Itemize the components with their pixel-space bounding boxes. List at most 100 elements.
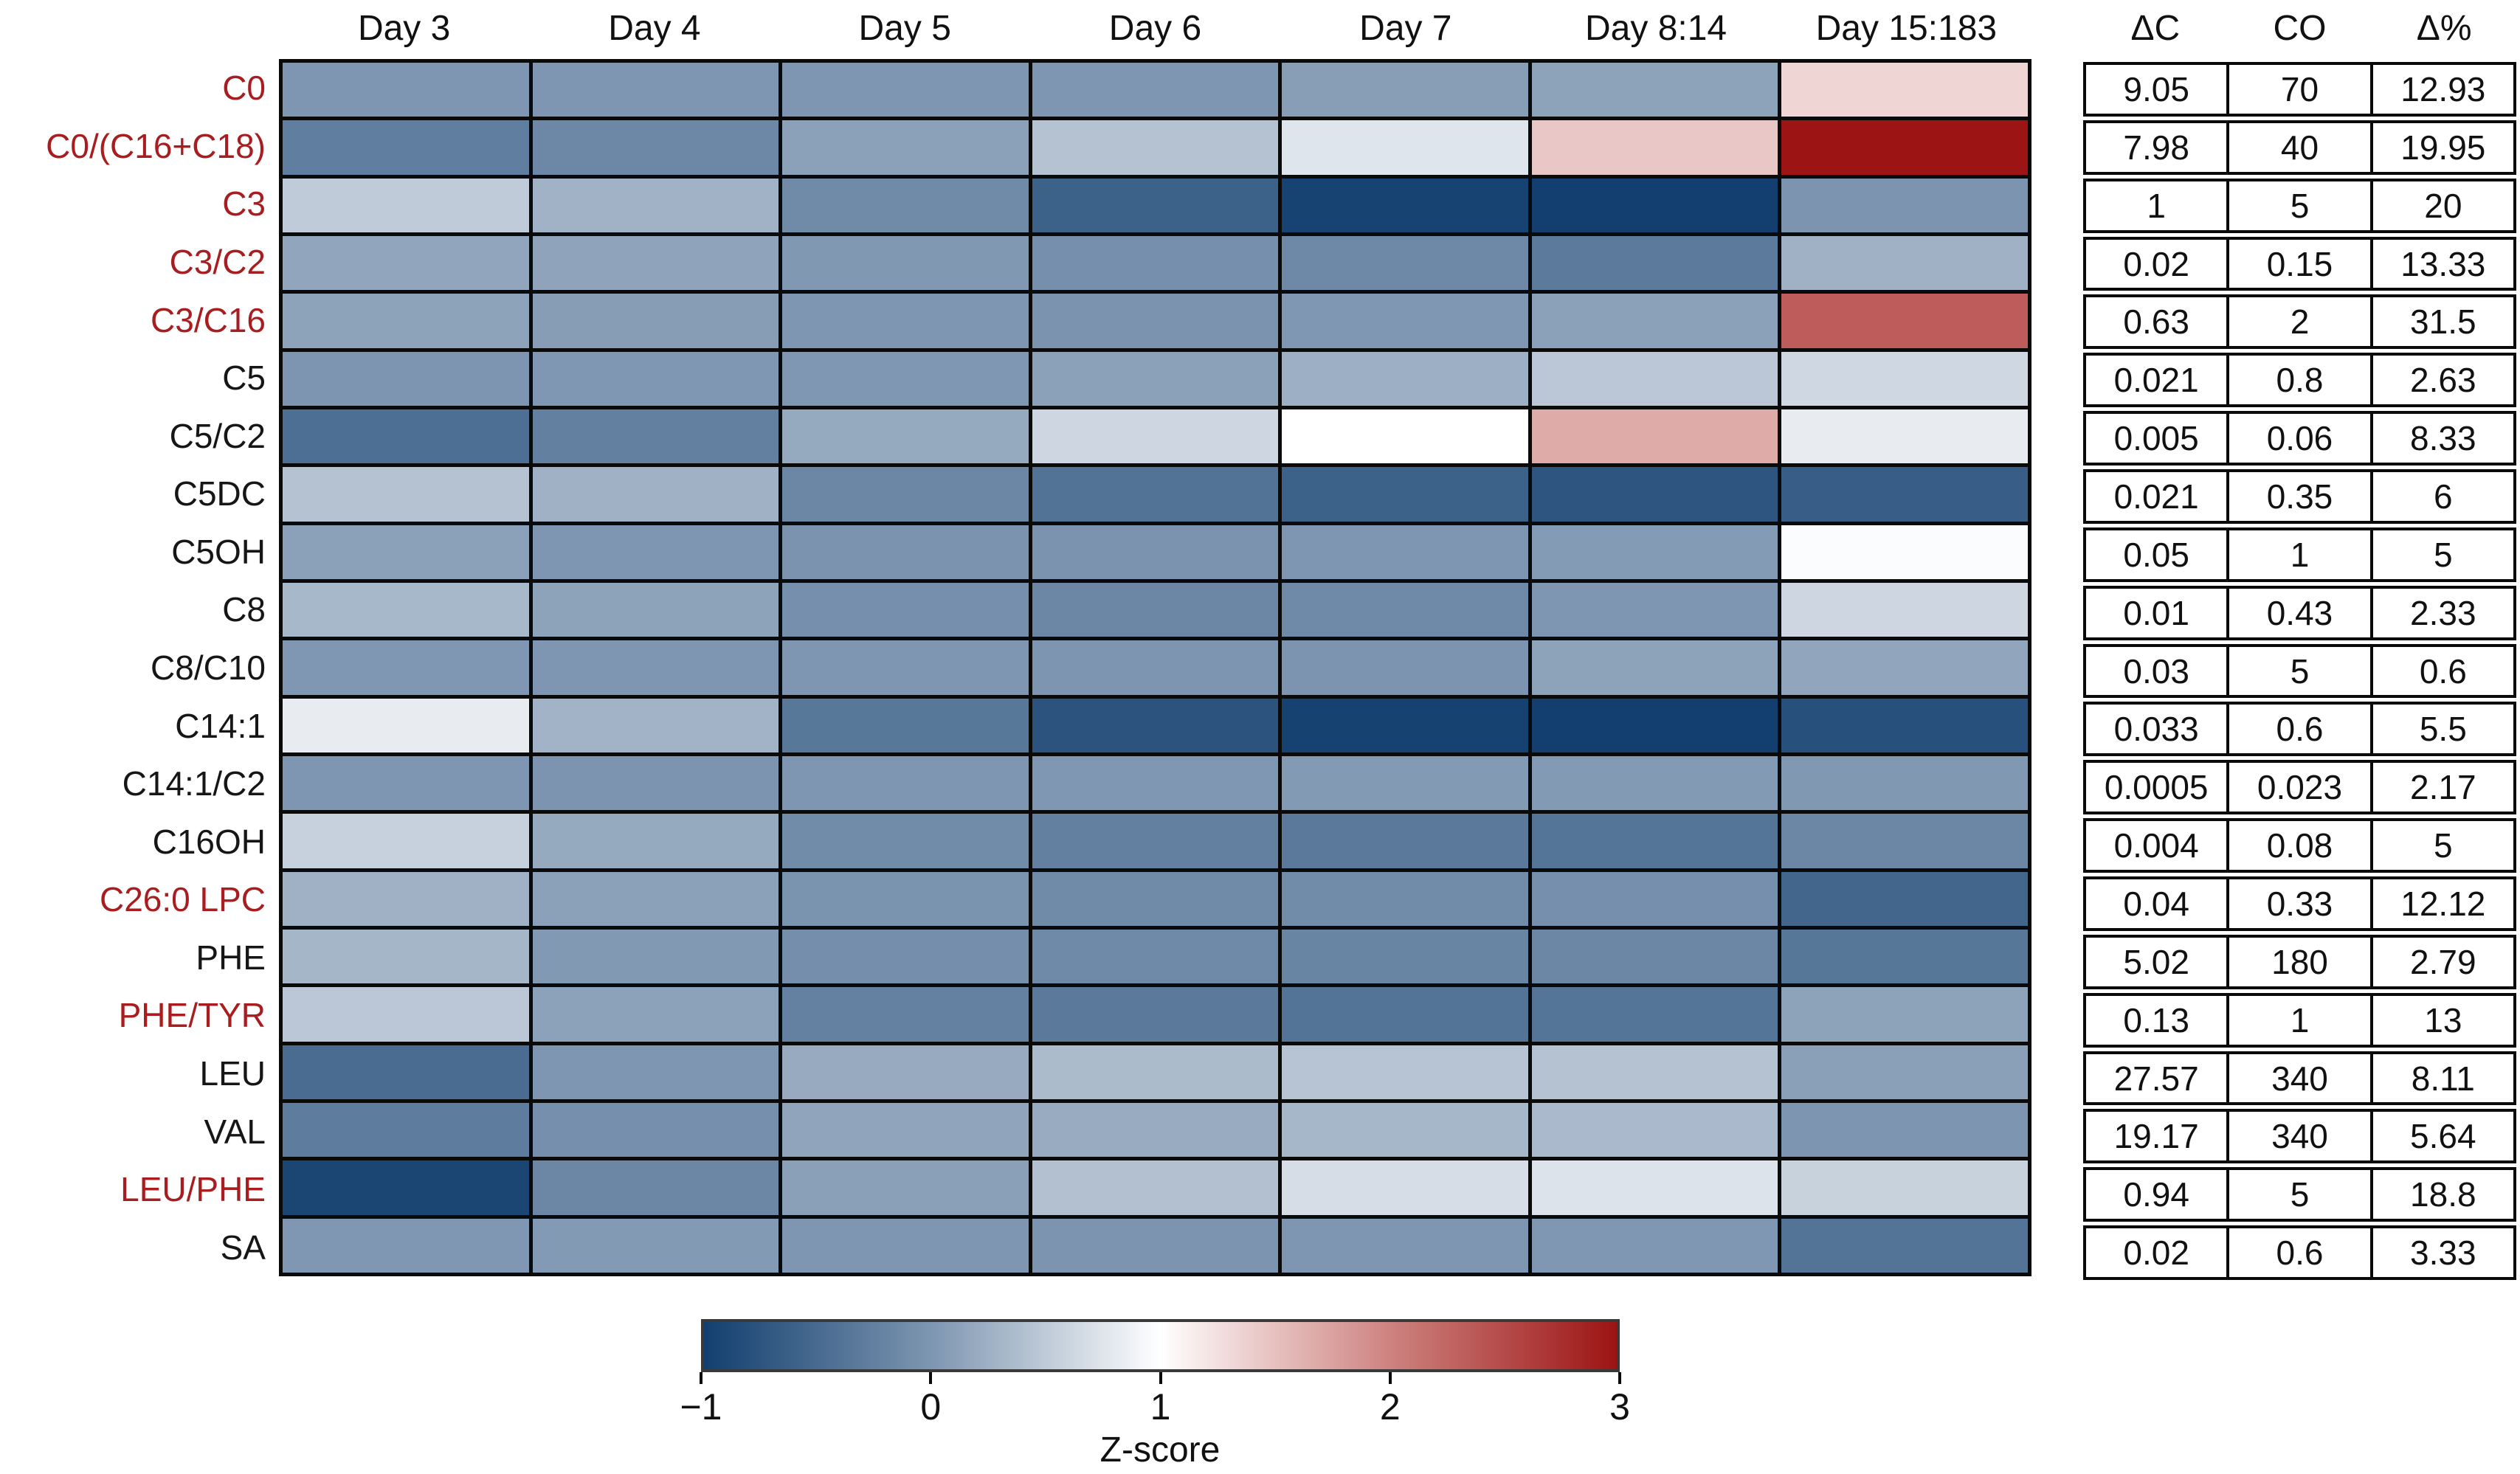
stats-table-cell: 0.04 bbox=[2086, 879, 2227, 928]
stats-table-cell: 5 bbox=[2372, 530, 2513, 579]
stats-table-cell: 5 bbox=[2229, 181, 2370, 230]
stats-table-cell: 180 bbox=[2229, 937, 2370, 986]
heatmap-cell bbox=[1531, 467, 1778, 522]
heatmap-cell bbox=[283, 525, 529, 579]
stats-table-row: 0.03 5 0.6 bbox=[2083, 643, 2516, 699]
heatmap-cell bbox=[283, 1045, 529, 1099]
heatmap-cell bbox=[1531, 1160, 1778, 1215]
stats-table-cell: 19.17 bbox=[2086, 1112, 2227, 1161]
stats-table-row: 0.02 0.15 13.33 bbox=[2083, 236, 2516, 291]
heatmap-cell bbox=[1781, 756, 2028, 811]
stats-table-row: 9.05 70 12.93 bbox=[2083, 62, 2516, 117]
row-label: C0/(C16+C18) bbox=[46, 126, 266, 165]
stats-table-cell: 5.5 bbox=[2372, 705, 2513, 754]
heatmap-cell bbox=[1531, 698, 1778, 752]
stats-table-row: 0.021 0.35 6 bbox=[2083, 469, 2516, 524]
stats-table-row: 0.004 0.08 5 bbox=[2083, 818, 2516, 873]
heatmap-cell bbox=[1531, 178, 1778, 232]
heatmap-cell bbox=[1282, 351, 1528, 406]
stats-table-cell: 8.33 bbox=[2372, 414, 2513, 463]
heatmap-cell bbox=[1781, 351, 2028, 406]
heatmap-cell bbox=[1781, 1045, 2028, 1099]
heatmap-cell bbox=[1781, 178, 2028, 232]
heatmap-cell bbox=[532, 583, 779, 637]
row-label: C8/C10 bbox=[151, 648, 266, 687]
heatmap-cell bbox=[1282, 1103, 1528, 1158]
colorbar-tick-label: 2 bbox=[1379, 1386, 1401, 1428]
heatmap-cell bbox=[1781, 409, 2028, 464]
colorbar-tick bbox=[929, 1372, 933, 1384]
heatmap-cell bbox=[1531, 987, 1778, 1042]
heatmap-cell bbox=[1032, 409, 1279, 464]
colorbar-title: Z-score bbox=[1100, 1430, 1221, 1470]
stats-table-cell: 31.5 bbox=[2372, 297, 2513, 347]
heatmap-cell bbox=[1032, 178, 1279, 232]
heatmap-cell bbox=[1531, 236, 1778, 291]
stats-table-cell: 12.93 bbox=[2372, 65, 2513, 114]
heatmap-cell bbox=[1282, 294, 1528, 348]
heatmap-cell bbox=[1282, 640, 1528, 695]
heatmap-cell bbox=[1282, 525, 1528, 579]
heatmap-cell bbox=[1781, 236, 2028, 291]
heatmap-cell bbox=[1032, 814, 1279, 868]
heatmap-cell bbox=[283, 409, 529, 464]
heatmap-cell bbox=[1282, 698, 1528, 752]
heatmap-cell bbox=[1282, 987, 1528, 1042]
heatmap-cell bbox=[532, 814, 779, 868]
stats-table-cell: 0.08 bbox=[2229, 821, 2370, 871]
heatmap-cell bbox=[782, 409, 1029, 464]
stats-table-cell: 2.17 bbox=[2372, 763, 2513, 812]
stats-table-row: 0.021 0.8 2.63 bbox=[2083, 353, 2516, 408]
heatmap-cell bbox=[532, 930, 779, 984]
column-header: Day 15:183 bbox=[1815, 9, 1998, 48]
heatmap-cell bbox=[782, 467, 1029, 522]
heatmap-cell bbox=[782, 120, 1029, 175]
heatmap-cell bbox=[1282, 409, 1528, 464]
stats-table-cell: 9.05 bbox=[2086, 65, 2227, 114]
stats-table-row: 0.033 0.6 5.5 bbox=[2083, 702, 2516, 757]
stats-table-cell: 1 bbox=[2086, 181, 2227, 230]
row-label: C16OH bbox=[152, 822, 266, 861]
heatmap-cell bbox=[1531, 1045, 1778, 1099]
heatmap-cell bbox=[1032, 871, 1279, 926]
heatmap-cell bbox=[532, 294, 779, 348]
row-label: C5/C2 bbox=[169, 416, 266, 455]
row-label: C8 bbox=[222, 590, 266, 629]
stats-table-row: 0.02 0.6 3.33 bbox=[2083, 1225, 2516, 1281]
row-label: LEU/PHE bbox=[120, 1170, 266, 1209]
stats-table-row: 0.04 0.33 12.12 bbox=[2083, 876, 2516, 931]
heatmap-cell bbox=[283, 640, 529, 695]
heatmap-cell bbox=[782, 1218, 1029, 1273]
heatmap-cell bbox=[1032, 987, 1279, 1042]
stats-table-cell: 0.6 bbox=[2229, 1228, 2370, 1278]
heatmap-cell bbox=[1032, 698, 1279, 752]
stats-table-cell: 0.033 bbox=[2086, 705, 2227, 754]
row-label: C0 bbox=[222, 69, 266, 108]
stats-table-row: 0.05 1 5 bbox=[2083, 527, 2516, 582]
row-label: C26:0 LPC bbox=[99, 880, 266, 919]
heatmap-cell bbox=[1531, 1103, 1778, 1158]
heatmap-cell bbox=[782, 1160, 1029, 1215]
stats-table-row: 0.13 1 13 bbox=[2083, 992, 2516, 1048]
stats-table-cell: 0.94 bbox=[2086, 1170, 2227, 1219]
heatmap-cell bbox=[532, 351, 779, 406]
heatmap-cell bbox=[1531, 63, 1778, 117]
stats-table-row: 0.0005 0.023 2.17 bbox=[2083, 760, 2516, 815]
heatmap-cell bbox=[1282, 930, 1528, 984]
stats-table-cell: 2.79 bbox=[2372, 937, 2513, 986]
stats-table-cell: 0.02 bbox=[2086, 1228, 2227, 1278]
stats-table-cell: 13.33 bbox=[2372, 239, 2513, 288]
heatmap-cell bbox=[283, 1218, 529, 1273]
heatmap-cell bbox=[782, 640, 1029, 695]
colorbar-tick-label: 1 bbox=[1150, 1386, 1171, 1428]
stats-table-cell: 340 bbox=[2229, 1112, 2370, 1161]
stats-table-cell: 7.98 bbox=[2086, 122, 2227, 172]
heatmap-cell bbox=[532, 1160, 779, 1215]
heatmap-cell bbox=[283, 351, 529, 406]
heatmap-cell bbox=[532, 1218, 779, 1273]
heatmap-cell bbox=[782, 294, 1029, 348]
heatmap-cell bbox=[1531, 294, 1778, 348]
column-header: Day 4 bbox=[608, 9, 701, 48]
stats-table-cell: 5 bbox=[2372, 821, 2513, 871]
heatmap-cell bbox=[532, 871, 779, 926]
